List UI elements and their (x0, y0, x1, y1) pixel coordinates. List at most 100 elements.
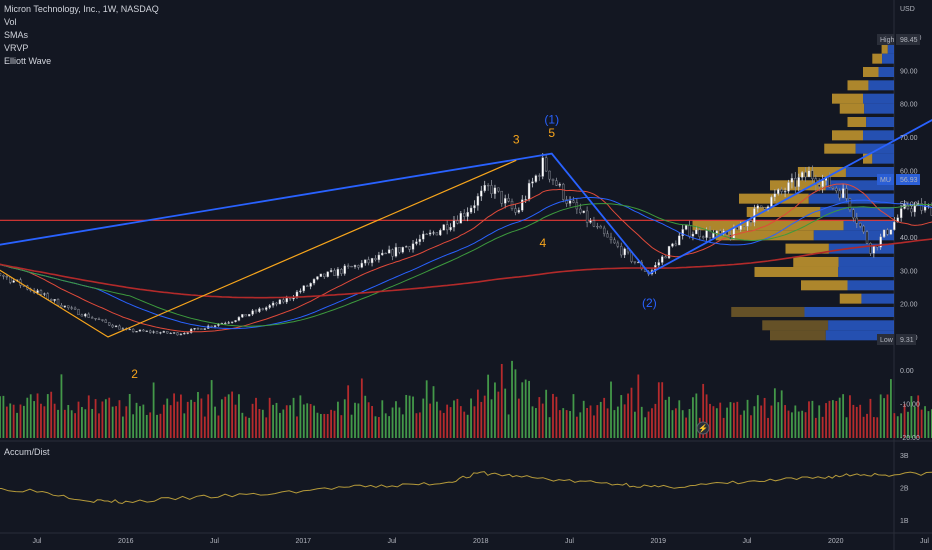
candle-body (176, 332, 179, 336)
volume-bar (111, 406, 114, 438)
candle-body (667, 246, 671, 259)
vp-row-up (731, 306, 805, 317)
volume-bar (156, 414, 158, 438)
volume-bar (483, 395, 486, 438)
volume-bar (309, 404, 312, 438)
volume-bar (251, 403, 254, 438)
candle-body (538, 175, 541, 177)
volume-bar (907, 411, 909, 438)
vp-row-up (872, 53, 883, 64)
candle-body (367, 259, 370, 264)
candle-body (910, 208, 913, 213)
candle-body (486, 184, 490, 187)
candle-body (326, 271, 329, 277)
candle-body (773, 193, 777, 198)
low-tag (877, 334, 894, 345)
vp-row-up (881, 43, 888, 54)
volume-bar (760, 405, 763, 438)
elliott-wave-minor-orange (0, 159, 517, 338)
volume-bar (364, 395, 367, 438)
volume-bar (538, 397, 541, 438)
volume-bar (869, 398, 872, 438)
candle-body (794, 178, 797, 188)
indicator-elliott-wave[interactable]: Elliott Wave (4, 56, 52, 66)
candle-body (319, 273, 323, 277)
volume-bar (558, 410, 561, 438)
volume-bar (22, 405, 25, 438)
candle-body (760, 205, 763, 208)
candle-body (193, 328, 196, 330)
volume-bar (791, 412, 793, 438)
volume-bar (453, 400, 455, 438)
volume-bar (473, 406, 476, 438)
lightning-icon[interactable] (696, 421, 710, 435)
candle-body (858, 223, 862, 227)
vp-row-down (866, 116, 894, 127)
vp-row-up (739, 193, 809, 204)
indicator-vol[interactable]: Vol (4, 17, 17, 27)
price-tick: 20.00 (900, 302, 918, 309)
volume-bar (183, 413, 186, 438)
candle-body (224, 322, 227, 325)
accum-dist-title[interactable]: Accum/Dist (4, 447, 50, 457)
volume-bar (671, 410, 674, 438)
candle-body (613, 239, 616, 244)
volume-bar (395, 401, 397, 438)
candle-body (186, 332, 189, 334)
indicator-smas[interactable]: SMAs (4, 30, 29, 40)
volume-bar (681, 410, 684, 438)
volume-bar (654, 403, 657, 438)
candle-body (401, 247, 404, 253)
candle-body (466, 212, 469, 217)
candle-body (862, 225, 865, 233)
volume-bar (610, 381, 612, 438)
candle-body (442, 224, 445, 231)
volume-bar (528, 380, 530, 438)
candle-body (804, 172, 807, 178)
volume-bars (0, 360, 932, 438)
candle-body (114, 325, 118, 328)
candle-body (831, 186, 835, 189)
candle-body (899, 208, 903, 218)
volume-bar (674, 408, 677, 438)
volume-bar (490, 399, 493, 438)
candle-body (684, 225, 688, 230)
volume-bar (729, 402, 732, 438)
candle-body (77, 309, 80, 316)
ad-tick: 2B (900, 486, 909, 493)
volume-bar (231, 391, 234, 438)
volume-bar (29, 394, 32, 438)
volume-bar (893, 413, 896, 438)
candle-body (384, 252, 387, 255)
candle-body (357, 265, 360, 268)
ad-tick: 1B (900, 518, 909, 525)
candle-body (374, 258, 377, 260)
wave-label: (1) (544, 113, 559, 127)
candle-body (364, 259, 367, 264)
candle-body (889, 229, 893, 235)
volume-bar (275, 402, 278, 438)
candle-body (288, 297, 292, 300)
candle-body (12, 280, 15, 283)
candle-body (719, 230, 722, 234)
indicator-vrvp[interactable]: VRVP (4, 43, 29, 53)
low-label: Low (880, 337, 894, 344)
volume-bar (50, 391, 53, 438)
candle-body (517, 210, 521, 213)
volume-bar (197, 392, 199, 438)
candle-body (565, 199, 568, 204)
volume-bar (773, 388, 776, 438)
volume-bar (159, 413, 162, 438)
candle-body (166, 331, 169, 334)
volume-bar (220, 399, 223, 438)
candle-body (534, 175, 538, 182)
candle-body (138, 329, 142, 332)
candle-body (469, 207, 473, 213)
lightning-icon-glyph: ⚡ (698, 423, 708, 433)
last-price: 56.93 (900, 177, 918, 184)
candle-body (309, 282, 312, 287)
volume-bar (507, 414, 510, 438)
volume-bar (330, 409, 333, 438)
symbol-title[interactable]: Micron Technology, Inc., 1W, NASDAQ (4, 4, 159, 14)
